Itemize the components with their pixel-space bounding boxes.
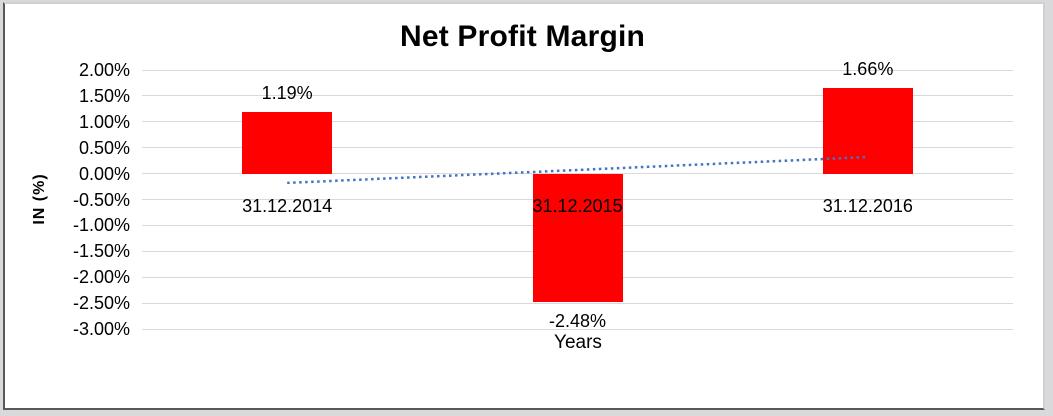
y-tick-label: -2.00% — [72, 267, 130, 288]
chart-title: Net Profit Margin — [399, 20, 646, 53]
bar — [532, 173, 623, 303]
y-tick-label: -3.00% — [72, 319, 130, 339]
gridline — [142, 328, 1013, 330]
gridline — [142, 302, 1013, 304]
y-tick-label: -0.50% — [72, 189, 130, 210]
bar — [822, 87, 913, 174]
x-category-label: 31.12.2016 — [822, 196, 913, 216]
y-tick-label: 1.00% — [78, 111, 130, 132]
y-tick-label: -1.00% — [72, 215, 130, 236]
y-tick-label: -2.50% — [72, 293, 130, 314]
x-axis-title: Years — [554, 332, 602, 353]
gridline — [142, 121, 1013, 123]
x-category-label: 31.12.2014 — [242, 196, 333, 216]
bar-value-label: -2.48% — [548, 311, 607, 332]
gridline — [142, 69, 1013, 71]
gridline — [142, 95, 1013, 97]
x-category-label: 31.12.2015 — [532, 196, 623, 216]
y-tick-label: 1.50% — [78, 85, 130, 106]
bar-value-label: 1.19% — [261, 82, 313, 103]
bar-value-label: 1.66% — [842, 58, 894, 79]
gridline — [142, 147, 1013, 149]
y-tick-label: -1.50% — [72, 241, 130, 262]
y-tick-label: 2.00% — [78, 60, 130, 80]
bar — [242, 111, 333, 174]
y-tick-label: 0.00% — [78, 163, 130, 184]
y-tick-label: 0.50% — [78, 137, 130, 158]
